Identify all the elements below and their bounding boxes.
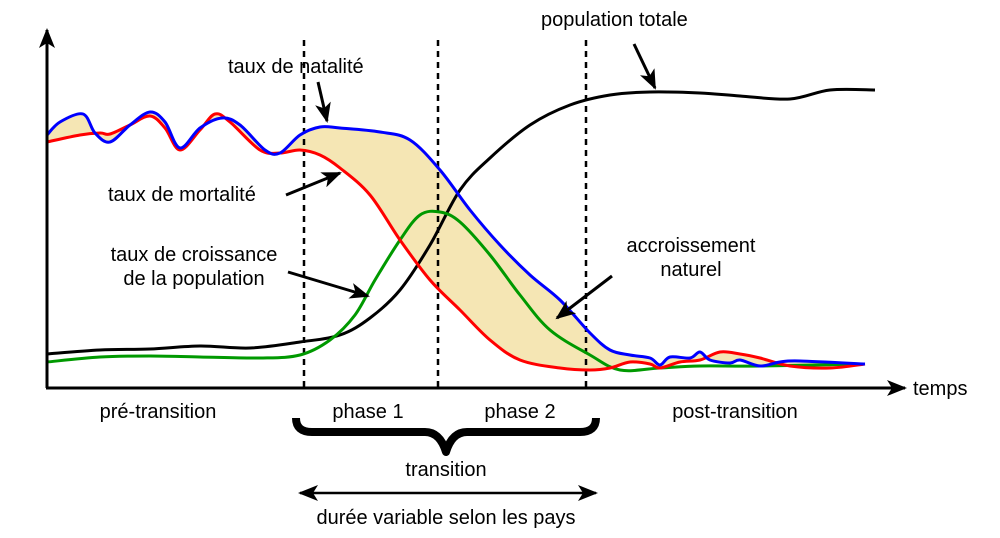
phase2-label: phase 2 xyxy=(484,401,555,423)
death-rate-label: taux de mortalité xyxy=(108,184,256,206)
death-rate-arrow xyxy=(285,171,342,197)
post-transition-label: post-transition xyxy=(672,401,798,423)
transition-label: transition xyxy=(405,459,486,481)
growth-rate-curve xyxy=(46,209,866,373)
birth-rate-curve xyxy=(45,110,866,368)
population-arrow xyxy=(632,43,657,90)
birth-rate-label: taux de natalité xyxy=(228,56,364,78)
transition-brace xyxy=(292,417,600,456)
death-rate-curve xyxy=(46,112,866,372)
phase1-label: phase 1 xyxy=(332,401,403,423)
duration-label: durée variable selon les pays xyxy=(316,507,575,529)
birth-rate-arrow xyxy=(315,81,331,123)
natural-increase-label-1: accroissement xyxy=(627,235,756,257)
natural-increase-area xyxy=(47,111,865,371)
pre-transition-label: pré-transition xyxy=(100,401,217,423)
population-label: population totale xyxy=(541,9,688,31)
population-curve xyxy=(46,87,876,356)
natural-increase-arrow xyxy=(555,274,613,320)
x-axis-label: temps xyxy=(913,378,967,400)
growth-rate-arrow xyxy=(287,270,370,299)
natural-increase-label-2: naturel xyxy=(660,259,721,281)
growth-rate-label-1: taux de croissance xyxy=(111,244,278,266)
growth-rate-label-2: de la population xyxy=(123,268,264,290)
